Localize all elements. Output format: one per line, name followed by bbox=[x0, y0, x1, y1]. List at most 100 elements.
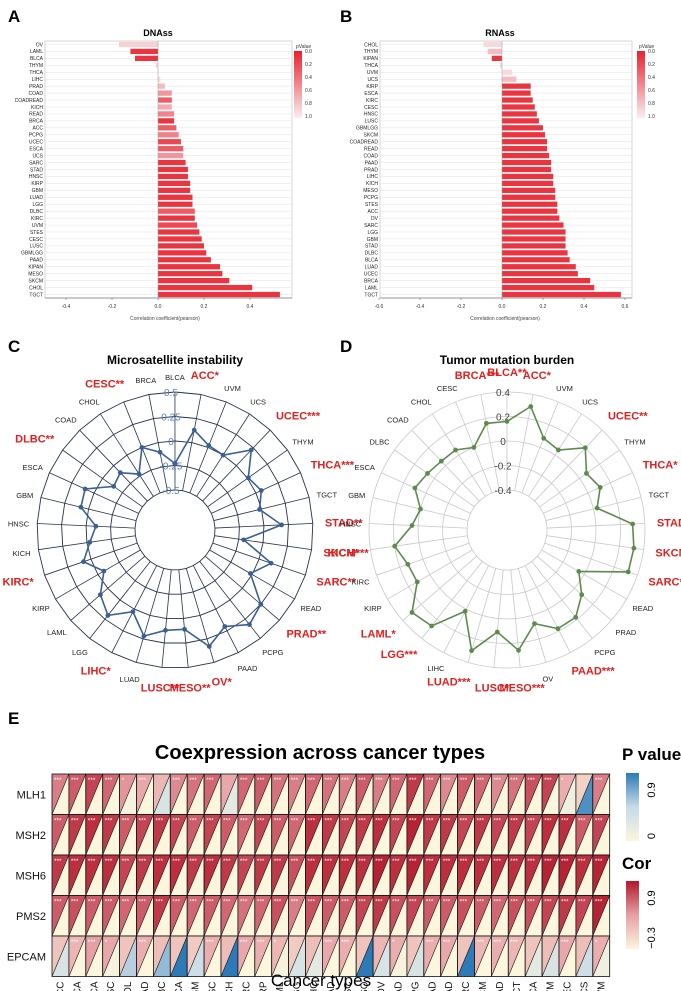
heatmap-cell-diagonal bbox=[237, 814, 256, 856]
bar bbox=[502, 159, 552, 166]
bar bbox=[502, 97, 533, 103]
legend-tick: 0.8 bbox=[305, 101, 312, 107]
bar bbox=[155, 62, 158, 68]
bar bbox=[130, 48, 158, 55]
radar-category-label: SARC** bbox=[316, 577, 356, 589]
category-label: KIRC bbox=[366, 98, 378, 104]
radar-point bbox=[409, 523, 415, 528]
heatmap-cell-diagonal bbox=[491, 854, 509, 896]
panel-letter-b: B bbox=[340, 7, 352, 26]
bar bbox=[158, 152, 184, 159]
category-label: KIPAN bbox=[363, 56, 378, 62]
radar-category-label: KIRP bbox=[32, 604, 50, 613]
heatmap-cell-diagonal bbox=[170, 814, 188, 856]
heatmap-cell-diagonal bbox=[389, 935, 408, 977]
heatmap-significance-stars: *** bbox=[291, 858, 299, 865]
radar-ring-label: 0.2 bbox=[496, 413, 510, 424]
heatmap-significance-stars: *** bbox=[257, 777, 265, 784]
radar-point bbox=[405, 561, 411, 567]
radar-point bbox=[630, 521, 636, 527]
bar bbox=[502, 291, 621, 298]
category-label: COAD bbox=[364, 153, 379, 159]
heatmap-column-label: ACC bbox=[55, 982, 66, 991]
radar-category-label: HNSC bbox=[8, 520, 30, 529]
heatmap-significance-stars: *** bbox=[189, 777, 197, 784]
radar-ring-label: 0.4 bbox=[496, 388, 510, 399]
bar bbox=[158, 243, 204, 249]
heatmap-significance-stars: *** bbox=[426, 818, 434, 825]
heatmap-cell-diagonal bbox=[170, 773, 188, 815]
category-label: UCEC bbox=[364, 271, 379, 277]
heatmap-cell-diagonal bbox=[541, 854, 560, 896]
heatmap-cell-diagonal bbox=[102, 895, 120, 937]
rnass-legend-title: pValue bbox=[639, 44, 654, 50]
heatmap-cell-diagonal bbox=[491, 935, 509, 977]
heatmap-significance-stars: *** bbox=[206, 899, 214, 906]
heatmap-cell-diagonal bbox=[508, 935, 526, 977]
heatmap-significance-stars: *** bbox=[308, 818, 316, 825]
x-tick-label: 0.0 bbox=[499, 304, 506, 310]
heatmap-cell-diagonal bbox=[119, 854, 137, 896]
category-label: ACC bbox=[367, 209, 378, 215]
radar-point bbox=[172, 461, 178, 466]
heatmap-significance-stars: *** bbox=[375, 777, 383, 784]
radar-spoke bbox=[480, 394, 500, 491]
radar-category-label: UCS bbox=[250, 397, 266, 406]
heatmap-significance-stars: *** bbox=[105, 858, 113, 865]
radar-spoke bbox=[539, 449, 620, 508]
radar-point bbox=[584, 470, 589, 476]
heatmap-cell-diagonal bbox=[237, 854, 256, 896]
heatmap-significance-stars: *** bbox=[375, 818, 383, 825]
category-label: THYM bbox=[364, 49, 378, 55]
heatmap-significance-stars: *** bbox=[139, 777, 147, 784]
radar-grid-ring bbox=[61, 416, 289, 644]
radar-spoke bbox=[381, 472, 471, 514]
heatmap-cell-diagonal bbox=[508, 895, 526, 937]
heatmap-cell-diagonal bbox=[406, 854, 425, 896]
heatmap-cell-diagonal bbox=[372, 935, 391, 977]
heatmap-significance-stars: *** bbox=[291, 899, 299, 906]
heatmap-significance-stars: *** bbox=[257, 818, 265, 825]
heatmap-significance-stars: *** bbox=[392, 818, 400, 825]
rnass-bars: CHOLTHYMKIPANTHCAUVMUCSKIRPESCAKIRCCESCH… bbox=[350, 40, 633, 310]
heatmap-significance-stars: *** bbox=[527, 777, 535, 784]
radar-spoke bbox=[493, 569, 504, 668]
category-label: READ bbox=[29, 112, 43, 118]
heatmap-cell-diagonal bbox=[254, 814, 272, 856]
heatmap-significance-stars: *** bbox=[477, 858, 485, 865]
heatmap-significance-stars: * bbox=[122, 777, 125, 784]
heatmap-significance-stars: *** bbox=[341, 818, 349, 825]
panel-letter-e: E bbox=[8, 709, 19, 728]
heatmap-column-label: OV bbox=[377, 981, 388, 991]
heatmap-significance-stars: *** bbox=[341, 777, 349, 784]
heatmap-cell-diagonal bbox=[322, 773, 340, 815]
bar bbox=[158, 257, 211, 263]
heatmap-significance-stars: *** bbox=[257, 858, 265, 865]
heatmap-significance-stars: *** bbox=[88, 818, 96, 825]
bar bbox=[487, 48, 502, 55]
heatmap-significance-stars: *** bbox=[544, 818, 552, 825]
x-tick-label: 0.2 bbox=[540, 304, 547, 310]
radar-category-label: SKCM*** bbox=[655, 547, 681, 559]
heatmap-significance-stars: *** bbox=[426, 899, 434, 906]
category-label: TGCT bbox=[364, 292, 378, 298]
radar-point bbox=[87, 539, 93, 545]
legend-tick: 0.4 bbox=[305, 75, 312, 81]
heatmap-cell-diagonal bbox=[186, 773, 205, 815]
heatmap-cell-diagonal bbox=[220, 773, 239, 815]
radar-spoke bbox=[467, 568, 497, 663]
category-label: CESC bbox=[29, 237, 43, 243]
bar bbox=[502, 236, 566, 242]
x-tick-label: -0.6 bbox=[375, 304, 384, 310]
radar-point bbox=[418, 506, 423, 512]
heatmap-cell-diagonal bbox=[541, 935, 560, 977]
heatmap-cell-diagonal bbox=[372, 854, 391, 896]
heatmap-significance-stars: *** bbox=[105, 777, 113, 784]
bar bbox=[491, 55, 502, 62]
radar-series-line bbox=[393, 405, 635, 653]
radar-category-label: UVM bbox=[224, 384, 241, 393]
heatmap-cell-diagonal bbox=[339, 854, 357, 896]
heatmap-significance-stars: *** bbox=[324, 858, 332, 865]
bar bbox=[158, 277, 230, 284]
heatmap-significance-stars: *** bbox=[409, 777, 417, 784]
